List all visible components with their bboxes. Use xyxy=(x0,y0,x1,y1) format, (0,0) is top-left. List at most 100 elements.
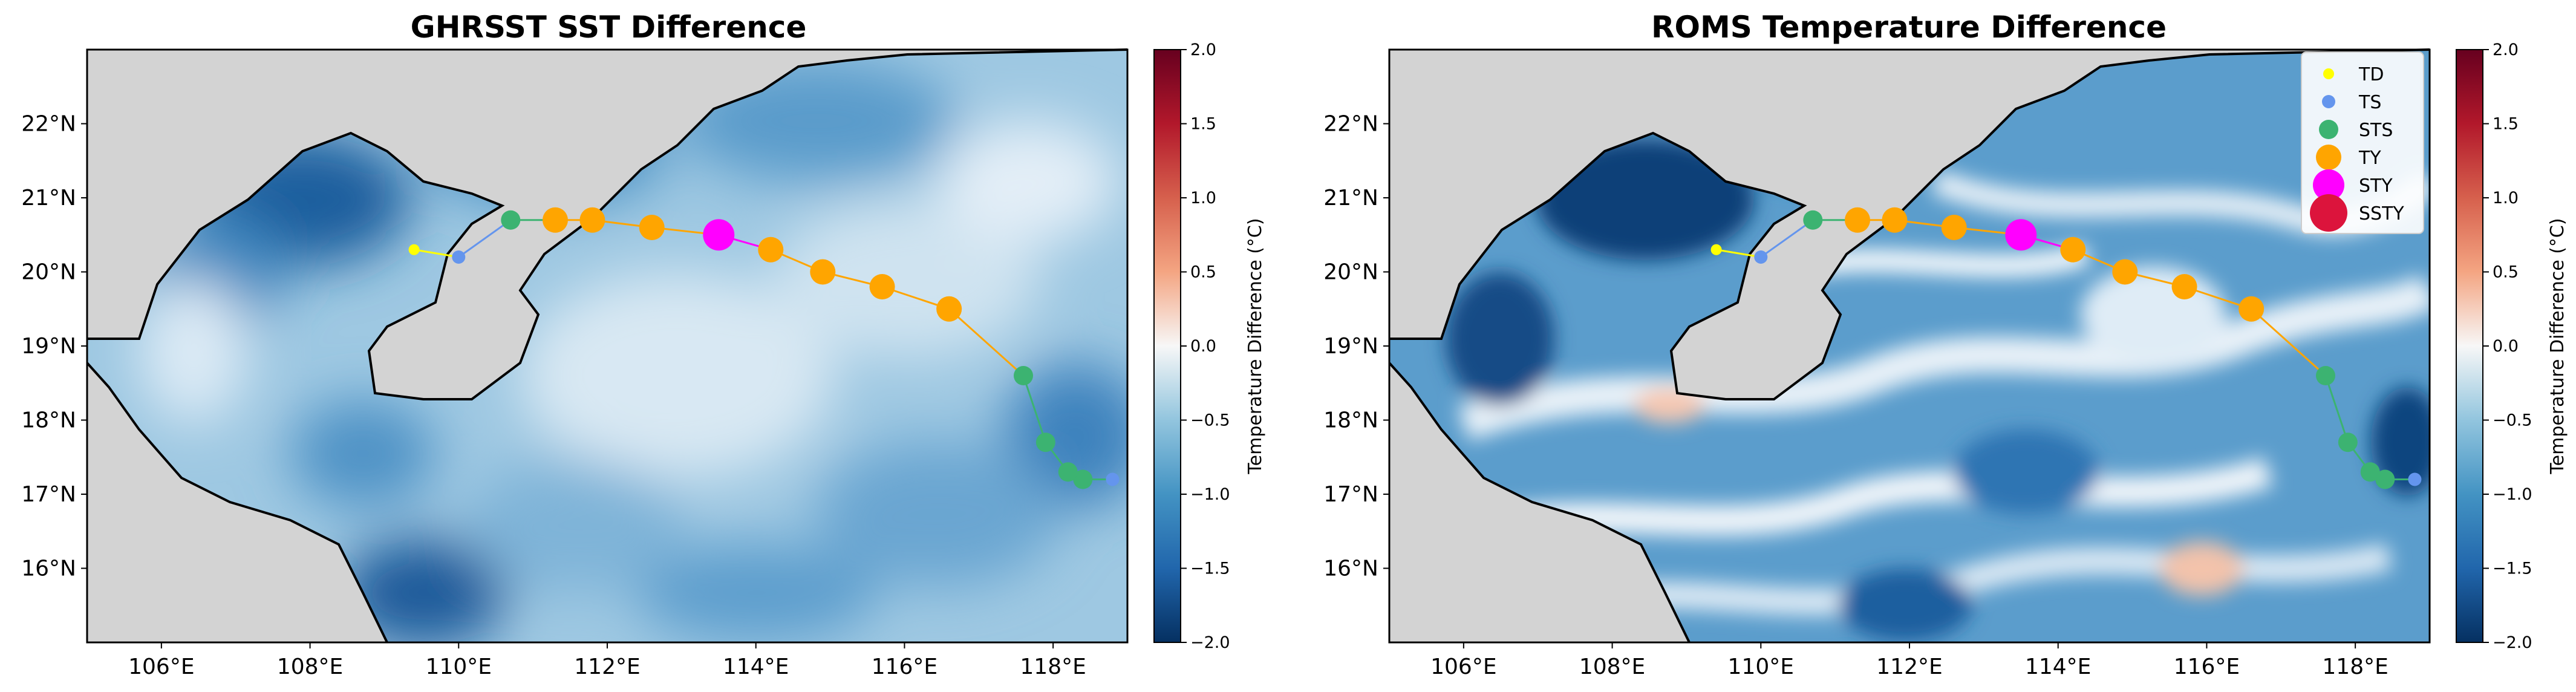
y-tick-label: 22°N xyxy=(21,112,76,137)
panel-ghrsst: GHRSST SST Difference xyxy=(21,10,1266,679)
colorbar-tick-label: 2.0 xyxy=(1190,41,1216,59)
x-tick-label: 112°E xyxy=(1876,654,1942,679)
x-tick-label: 118°E xyxy=(1020,654,1086,679)
colorbar-tick-label: 0.5 xyxy=(1190,263,1216,282)
track-point-ts xyxy=(1754,250,1768,264)
colorbar-tick-label: 0.0 xyxy=(2493,337,2519,356)
x-tick-label: 114°E xyxy=(2025,654,2091,679)
x-tick-label: 106°E xyxy=(1430,654,1496,679)
colorbar-tick-label: 2.0 xyxy=(2493,41,2519,59)
track-segment xyxy=(2324,375,2349,443)
track-segment xyxy=(1022,375,1047,443)
y-tick-label: 20°N xyxy=(1323,260,1378,285)
y-tick-label: 17°N xyxy=(21,482,76,507)
track-point-sts xyxy=(2316,366,2335,385)
x-axis: 106°E 108°E 110°E 112°E 114°E 116°E 118°E xyxy=(128,642,1086,679)
track-point-ty xyxy=(543,207,568,233)
y-tick-label: 16°N xyxy=(1323,557,1378,581)
colorbar-label: Temperature Difference (°C) xyxy=(1245,218,1266,474)
y-tick-label: 19°N xyxy=(1323,334,1378,359)
y-tick-label: 21°N xyxy=(21,186,76,211)
legend-marker-ts xyxy=(2322,95,2335,108)
track-point-ty xyxy=(579,207,605,233)
colorbar-tick-label: 0.5 xyxy=(2493,263,2519,282)
track-point-sts xyxy=(501,210,521,230)
panel-roms: ROMS Temperature Difference xyxy=(1323,10,2568,679)
colorbar-tick-label: −2.0 xyxy=(1190,633,1230,652)
x-tick-label: 116°E xyxy=(872,654,937,679)
y-tick-label: 17°N xyxy=(1323,482,1378,507)
legend-marker-td xyxy=(2323,68,2334,79)
x-tick-label: 116°E xyxy=(2174,654,2240,679)
colorbar-label: Temperature Difference (°C) xyxy=(2547,218,2568,474)
colorbar-tick-label: −1.5 xyxy=(1190,560,1230,578)
map-area xyxy=(86,48,1129,644)
track-point-sts xyxy=(1014,366,1033,385)
legend-marker-ty xyxy=(2316,145,2341,170)
typhoon-track xyxy=(1710,207,2422,489)
track-point-ts xyxy=(452,250,466,264)
track-point-sts xyxy=(1073,469,1093,489)
track-point-sts xyxy=(2360,462,2380,482)
track-point-ty xyxy=(810,259,836,285)
track-point-ty xyxy=(758,237,784,263)
track-segment xyxy=(414,249,459,258)
track-point-ty xyxy=(2171,274,2197,299)
track-point-sts xyxy=(1058,462,1078,482)
y-tick-label: 16°N xyxy=(21,557,76,581)
legend-marker-sty xyxy=(2313,169,2344,201)
typhoon-track xyxy=(408,207,1120,489)
x-tick-label: 114°E xyxy=(723,654,789,679)
x-axis: 106°E 108°E 110°E 112°E 114°E 116°E 118°E xyxy=(1430,642,2389,679)
colorbar-tick-label: −0.5 xyxy=(2493,411,2532,430)
track-segment xyxy=(948,308,1025,377)
y-tick-label: 18°N xyxy=(21,408,76,433)
x-tick-label: 110°E xyxy=(426,654,492,679)
track-point-ty xyxy=(2060,237,2086,263)
track-point-ty xyxy=(869,274,895,299)
y-axis: 16°N 17°N 18°N 19°N 20°N 21°N 22°N xyxy=(1323,112,1389,581)
colorbar-tick-label: 1.0 xyxy=(1190,189,1216,207)
x-tick-label: 108°E xyxy=(277,654,343,679)
y-tick-label: 22°N xyxy=(1323,112,1378,137)
x-tick-label: 106°E xyxy=(128,654,194,679)
track-point-sts xyxy=(1803,210,1823,230)
track-point-ty xyxy=(2112,259,2138,285)
track-point-sts xyxy=(1035,432,1055,452)
x-tick-label: 110°E xyxy=(1728,654,1794,679)
track-point-ty xyxy=(2239,296,2265,322)
y-axis: 16°N 17°N 18°N 19°N 20°N 21°N 22°N xyxy=(21,112,87,581)
y-tick-label: 20°N xyxy=(21,260,76,285)
legend-label: STS xyxy=(2359,120,2393,141)
chart-title: ROMS Temperature Difference xyxy=(1651,10,2167,45)
track-point-ty xyxy=(1845,207,1870,233)
colorbar-tick-label: −1.5 xyxy=(2493,560,2532,578)
track-point-sty xyxy=(703,219,735,251)
track-point-ty xyxy=(1882,207,1908,233)
x-tick-label: 118°E xyxy=(2322,654,2388,679)
legend-marker-sts xyxy=(2319,120,2338,139)
track-segment xyxy=(1760,219,1814,258)
colorbar-tick-label: −2.0 xyxy=(2493,633,2532,652)
track-point-td xyxy=(1710,244,1722,255)
coastline xyxy=(86,48,1128,643)
colorbar-tick-label: −1.0 xyxy=(1190,485,1230,504)
track-point-td xyxy=(408,244,420,255)
track-point-sts xyxy=(2375,469,2395,489)
track-point-sty xyxy=(2005,219,2037,251)
legend-label: TS xyxy=(2358,92,2381,113)
track-point-ts xyxy=(2408,472,2422,486)
coastline xyxy=(1388,48,2430,643)
map-area xyxy=(1388,48,2431,644)
y-tick-label: 18°N xyxy=(1323,408,1378,433)
track-point-ty xyxy=(639,215,665,240)
colorbar-tick-label: 1.0 xyxy=(2493,189,2519,207)
track-point-ts xyxy=(1106,472,1120,486)
legend-label: TY xyxy=(2358,148,2381,169)
legend: TD TS STS TY STY SSTY xyxy=(2301,51,2424,234)
y-tick-label: 19°N xyxy=(21,334,76,359)
track-point-ty xyxy=(1941,215,1967,240)
legend-marker-ssty xyxy=(2310,194,2347,232)
colorbar: −2.0 −1.5 −1.0 −0.5 0.0 0.5 1.0 1.5 2.0 Temperat… xyxy=(2456,41,2568,652)
colorbar-tick-label: 1.5 xyxy=(1190,115,1216,134)
